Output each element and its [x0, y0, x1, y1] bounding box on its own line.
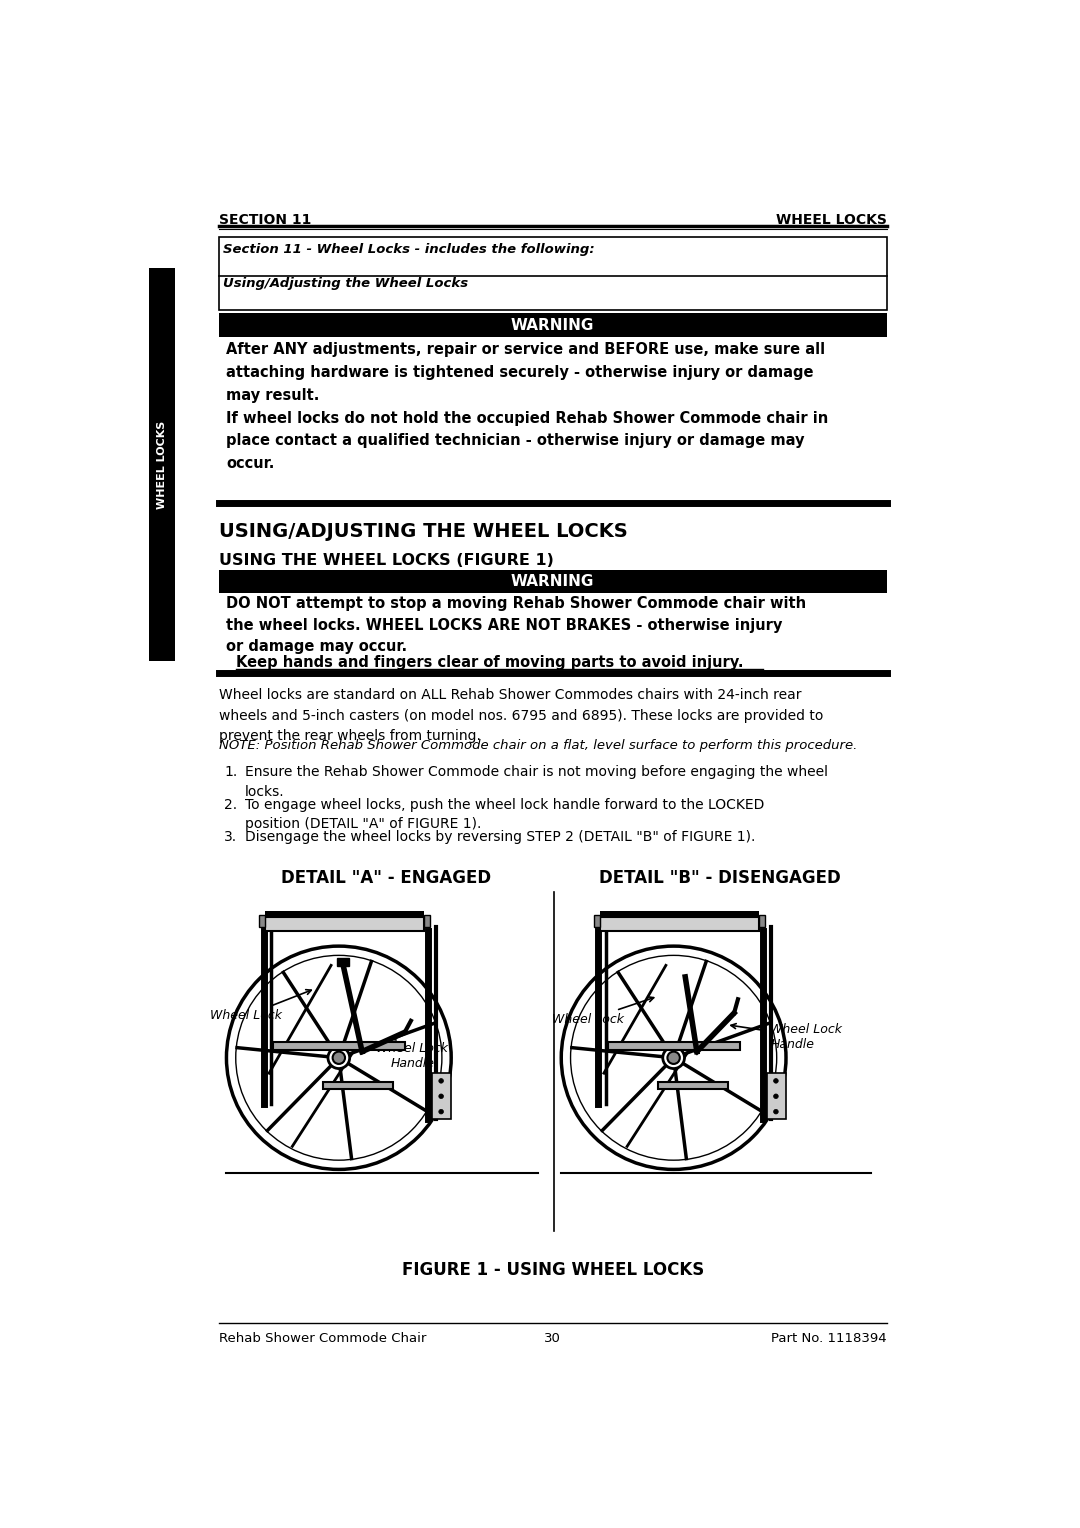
Bar [337, 958, 349, 966]
Bar [218, 313, 887, 338]
Text: Section 11 - Wheel Locks - includes the following:: Section 11 - Wheel Locks - includes the … [224, 243, 595, 257]
Circle shape [667, 1051, 679, 1063]
Bar [149, 267, 175, 660]
Text: Wheel Lock: Wheel Lock [210, 990, 311, 1022]
Bar [218, 237, 887, 310]
Circle shape [773, 1079, 779, 1083]
Bar [273, 1042, 405, 1050]
Circle shape [328, 1047, 350, 1068]
Text: To engage wheel locks, push the wheel lock handle forward to the LOCKED
position: To engage wheel locks, push the wheel lo… [245, 798, 765, 831]
Text: Rehab Shower Commode Chair: Rehab Shower Commode Chair [218, 1332, 427, 1345]
Text: Wheel Lock
Handle: Wheel Lock Handle [731, 1022, 842, 1051]
Text: WARNING: WARNING [511, 318, 594, 333]
Bar [594, 915, 600, 927]
Bar [600, 917, 759, 931]
Text: DO NOT attempt to stop a moving Rehab Shower Commode chair with
the wheel locks.: DO NOT attempt to stop a moving Rehab Sh… [227, 596, 807, 654]
Bar [600, 911, 759, 917]
Text: WARNING: WARNING [511, 575, 594, 588]
Text: Using/Adjusting the Wheel Locks: Using/Adjusting the Wheel Locks [224, 277, 469, 290]
Text: Wheel locks are standard on ALL Rehab Shower Commodes chairs with 24-inch rear
w: Wheel locks are standard on ALL Rehab Sh… [218, 689, 823, 743]
Circle shape [663, 1047, 685, 1068]
Bar [266, 917, 424, 931]
Text: WHEEL LOCKS: WHEEL LOCKS [157, 420, 167, 509]
Text: DETAIL "A" - ENGAGED: DETAIL "A" - ENGAGED [281, 868, 491, 886]
Bar [432, 1073, 451, 1120]
Text: 30: 30 [544, 1332, 562, 1345]
Text: If wheel locks do not hold the occupied Rehab Shower Commode chair in
place cont: If wheel locks do not hold the occupied … [227, 411, 828, 471]
Bar [759, 915, 765, 927]
Text: FIGURE 1 - USING WHEEL LOCKS: FIGURE 1 - USING WHEEL LOCKS [402, 1261, 704, 1279]
Text: Keep hands and fingers clear of moving parts to avoid injury.: Keep hands and fingers clear of moving p… [235, 654, 743, 669]
Bar [767, 1073, 786, 1120]
Text: NOTE: Position Rehab Shower Commode chair on a flat, level surface to perform th: NOTE: Position Rehab Shower Commode chai… [218, 740, 858, 752]
Circle shape [773, 1109, 779, 1114]
Text: Ensure the Rehab Shower Commode chair is not moving before engaging the wheel
lo: Ensure the Rehab Shower Commode chair is… [245, 766, 828, 799]
Text: 2.: 2. [225, 798, 238, 811]
Text: 1.: 1. [225, 766, 238, 779]
Text: USING THE WHEEL LOCKS (FIGURE 1): USING THE WHEEL LOCKS (FIGURE 1) [218, 553, 554, 568]
Bar [259, 915, 266, 927]
Circle shape [438, 1079, 444, 1083]
Circle shape [333, 1051, 345, 1063]
Circle shape [438, 1094, 444, 1099]
Text: WHEEL LOCKS: WHEEL LOCKS [775, 212, 887, 226]
Bar [658, 1082, 728, 1088]
Bar [424, 915, 430, 927]
Text: Disengage the wheel locks by reversing STEP 2 (DETAIL "B" of FIGURE 1).: Disengage the wheel locks by reversing S… [245, 830, 755, 843]
Bar [608, 1042, 740, 1050]
Bar [323, 1082, 393, 1088]
Text: 3.: 3. [225, 830, 238, 843]
Circle shape [670, 1054, 677, 1062]
Circle shape [773, 1094, 779, 1099]
Text: DETAIL "B" - DISENGAGED: DETAIL "B" - DISENGAGED [599, 868, 841, 886]
Text: SECTION 11: SECTION 11 [218, 212, 311, 226]
Text: Part No. 1118394: Part No. 1118394 [771, 1332, 887, 1345]
Bar [218, 570, 887, 593]
Circle shape [335, 1054, 342, 1062]
Circle shape [438, 1109, 444, 1114]
Text: USING/ADJUSTING THE WHEEL LOCKS: USING/ADJUSTING THE WHEEL LOCKS [218, 523, 627, 541]
Text: After ANY adjustments, repair or service and BEFORE use, make sure all
attaching: After ANY adjustments, repair or service… [227, 342, 825, 402]
Text: Wheel Lock: Wheel Lock [552, 996, 653, 1027]
Bar [266, 911, 424, 917]
Text: Wheel Lock
Handle: Wheel Lock Handle [377, 1039, 448, 1070]
